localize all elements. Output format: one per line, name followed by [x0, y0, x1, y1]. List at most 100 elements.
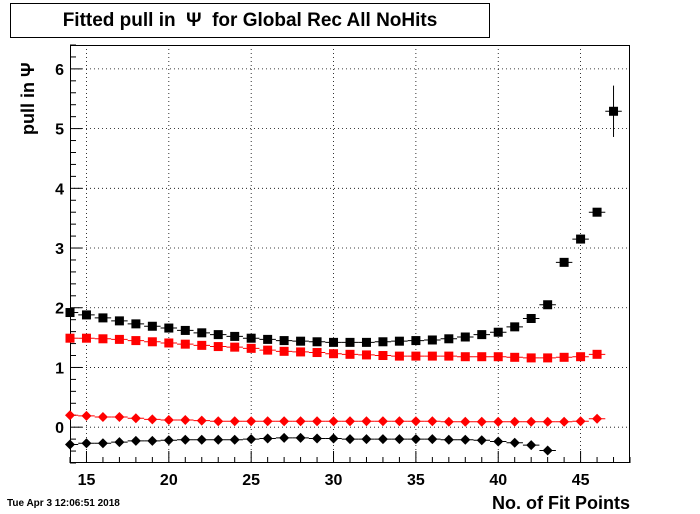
data-point-diamond: [443, 416, 454, 427]
data-point-square: [312, 348, 322, 358]
data-point-square: [213, 330, 223, 340]
data-point-square: [98, 313, 108, 323]
data-point-diamond: [147, 435, 158, 446]
data-point-diamond: [328, 433, 339, 444]
data-point-square: [592, 349, 602, 359]
data-point-diamond: [542, 445, 553, 456]
data-point-diamond: [81, 438, 92, 449]
data-point-diamond: [575, 416, 586, 427]
data-point-diamond: [410, 434, 421, 445]
data-point-diamond: [196, 415, 207, 426]
data-point-square: [65, 333, 75, 343]
data-point-diamond: [394, 416, 405, 427]
y-tick-label: 4: [55, 181, 64, 198]
data-point-square: [230, 342, 240, 352]
data-point-square: [164, 338, 174, 348]
data-point-square: [329, 349, 339, 359]
data-point-square: [213, 342, 223, 352]
data-point-square: [81, 333, 91, 343]
data-point-square: [114, 316, 124, 326]
x-tick-label: 20: [160, 472, 178, 489]
data-point-diamond: [180, 434, 191, 445]
data-point-diamond: [97, 412, 108, 423]
data-point-diamond: [81, 410, 92, 421]
data-point-diamond: [312, 433, 323, 444]
data-point-diamond: [163, 415, 174, 426]
y-tick-label: 6: [55, 62, 64, 79]
data-point-diamond: [328, 416, 339, 427]
data-point-square: [279, 346, 289, 356]
data-point-diamond: [410, 416, 421, 427]
data-point-diamond: [147, 414, 158, 425]
data-point-square: [296, 336, 306, 346]
data-point-diamond: [65, 410, 75, 421]
data-point-diamond: [229, 434, 240, 445]
data-point-square: [361, 350, 371, 360]
data-point-square: [526, 313, 536, 323]
data-point-square: [559, 352, 569, 362]
data-point-diamond: [196, 434, 207, 445]
data-point-diamond: [279, 432, 290, 443]
data-point-square: [246, 343, 256, 353]
data-point-square: [98, 334, 108, 344]
data-point-diamond: [526, 440, 537, 451]
data-point-diamond: [262, 416, 273, 427]
data-point-square: [114, 334, 124, 344]
data-point-diamond: [493, 416, 504, 427]
x-axis-label: No. of Fit Points: [492, 493, 630, 513]
data-point-square: [394, 351, 404, 361]
data-point-diamond: [509, 416, 520, 427]
data-point-diamond: [361, 434, 372, 445]
data-point-diamond: [427, 434, 438, 445]
data-point-square: [147, 321, 157, 331]
data-point-diamond: [180, 415, 191, 426]
data-point-diamond: [476, 435, 487, 446]
data-point-diamond: [97, 438, 108, 449]
data-point-square: [460, 352, 470, 362]
data-point-diamond: [295, 432, 306, 443]
chart-title: Fitted pull in Ψ for Global Rec All NoHi…: [10, 3, 490, 38]
data-point-square: [427, 335, 437, 345]
data-point-square: [263, 345, 273, 355]
data-point-square: [361, 337, 371, 347]
data-point-square: [263, 334, 273, 344]
y-tick-label: 2: [55, 301, 64, 318]
data-point-diamond: [262, 433, 273, 444]
data-point-diamond: [279, 416, 290, 427]
data-point-square: [131, 319, 141, 329]
data-point-square: [81, 310, 91, 320]
data-point-diamond: [213, 434, 224, 445]
data-point-square: [427, 351, 437, 361]
data-point-square: [394, 336, 404, 346]
data-point-square: [493, 352, 503, 362]
data-point-diamond: [493, 436, 504, 447]
data-point-square: [164, 323, 174, 333]
data-point-diamond: [295, 416, 306, 427]
data-point-diamond: [65, 439, 75, 450]
data-point-square: [477, 352, 487, 362]
data-point-diamond: [377, 416, 388, 427]
x-tick-label: 25: [242, 472, 260, 489]
data-point-square: [329, 337, 339, 347]
data-point-square: [444, 351, 454, 361]
data-point-square: [444, 334, 454, 344]
data-point-diamond: [377, 434, 388, 445]
x-tick-label: 40: [489, 472, 507, 489]
data-point-square: [460, 332, 470, 342]
data-point-square: [576, 352, 586, 362]
data-point-square: [131, 336, 141, 346]
data-point-diamond: [130, 413, 141, 424]
data-point-diamond: [246, 416, 257, 427]
data-point-diamond: [394, 434, 405, 445]
data-point-square: [197, 328, 207, 338]
data-point-square: [296, 347, 306, 357]
data-point-diamond: [476, 416, 487, 427]
data-point-square: [246, 333, 256, 343]
data-point-diamond: [443, 434, 454, 445]
data-point-square: [493, 327, 503, 337]
data-point-square: [576, 234, 586, 244]
data-point-square: [345, 337, 355, 347]
data-point-diamond: [361, 416, 372, 427]
data-point-diamond: [163, 435, 174, 446]
